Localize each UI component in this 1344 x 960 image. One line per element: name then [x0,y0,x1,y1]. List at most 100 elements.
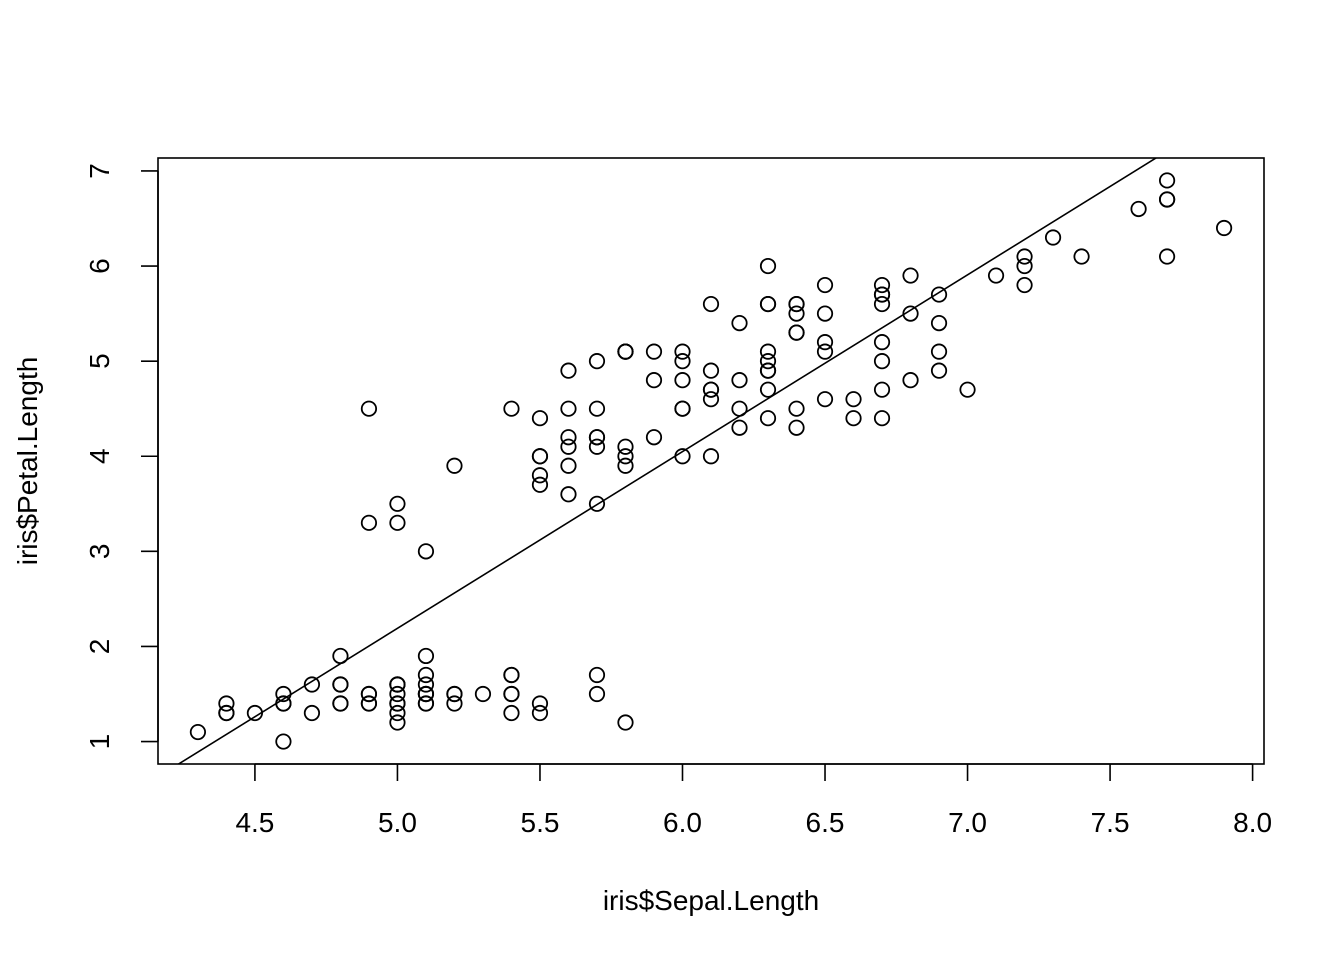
data-point [389,695,406,712]
regression-line-group [177,158,1158,764]
data-point [731,419,748,436]
data-point [275,733,292,750]
data-point [731,372,748,389]
data-point [873,295,891,313]
data-points [189,172,1233,750]
data-point [218,704,235,722]
data-point [332,695,349,712]
data-point [417,676,435,693]
data-point [389,714,406,731]
data-point [873,286,891,303]
data-point [845,391,862,408]
data-point [560,429,577,446]
data-point [930,343,948,360]
data-point [389,514,406,531]
data-point [417,666,435,684]
data-point [588,353,606,370]
x-tick-label: 8.0 [1233,807,1272,838]
data-point [332,647,349,665]
data-point [788,305,805,322]
data-point [617,343,634,360]
data-point [617,714,634,731]
data-point [645,343,663,360]
data-point [560,362,577,379]
y-tick-label: 1 [84,734,115,750]
data-point [303,704,321,722]
data-point [503,400,520,417]
x-tick-label: 7.0 [948,807,987,838]
data-point [503,666,520,684]
data-point [759,295,777,313]
x-tick-label: 5.5 [521,807,560,838]
x-tick-label: 5.0 [378,807,417,838]
x-axis-title: iris$Sepal.Length [603,885,819,916]
data-point [759,343,777,360]
y-axis-title: iris$Petal.Length [12,357,43,566]
data-point [389,495,406,512]
x-tick-label: 6.5 [806,807,845,838]
data-point [816,391,834,408]
data-point [503,704,520,722]
data-point [873,334,891,351]
data-point [417,685,435,703]
data-point [816,343,834,360]
data-point [560,457,577,474]
data-point [474,685,492,703]
data-point [1158,172,1176,189]
data-point [560,438,577,455]
data-point [417,695,435,712]
data-point [1158,248,1176,265]
data-point [446,685,463,703]
y-tick-label: 4 [84,448,115,464]
data-point [1158,191,1176,208]
x-tick-label: 7.5 [1091,807,1130,838]
data-point [189,723,207,741]
data-point [788,400,805,417]
data-point [531,448,549,465]
data-point [902,372,919,389]
regression-line [177,158,1158,764]
data-point [417,647,435,665]
data-point [246,704,264,722]
data-point [560,400,577,417]
data-point [674,448,691,465]
data-point [845,410,862,427]
data-point [588,495,606,512]
data-point [503,685,520,703]
data-point [360,685,378,703]
data-point [759,257,777,275]
data-point [816,334,834,351]
data-point [959,381,976,398]
data-point [702,391,720,408]
x-axis: 4.5 5.0 5.5 6.0 6.5 7.0 7.5 8.0 [235,763,1272,838]
x-tick-label: 4.5 [235,807,274,838]
y-tick-label: 3 [84,544,115,560]
data-point [617,457,634,474]
data-point [389,676,406,693]
data-point [1016,257,1033,275]
x-tick-label: 6.0 [663,807,702,838]
data-point [902,305,919,322]
data-point [759,353,777,370]
data-point [987,267,1005,284]
data-point [303,676,321,693]
data-point [674,343,691,360]
data-point [531,410,549,427]
data-point [417,543,435,560]
data-point [873,381,891,398]
data-point [788,324,805,341]
data-point [560,486,577,503]
data-point [588,438,606,455]
data-point [759,362,777,379]
data-point [588,685,606,703]
y-tick-label: 2 [84,639,115,655]
data-point [1016,248,1033,265]
data-point [902,267,919,284]
data-point [588,429,606,446]
y-tick-label: 6 [84,258,115,274]
data-point [702,448,720,465]
data-point [930,314,948,332]
data-point [930,286,948,303]
data-point [674,400,691,417]
